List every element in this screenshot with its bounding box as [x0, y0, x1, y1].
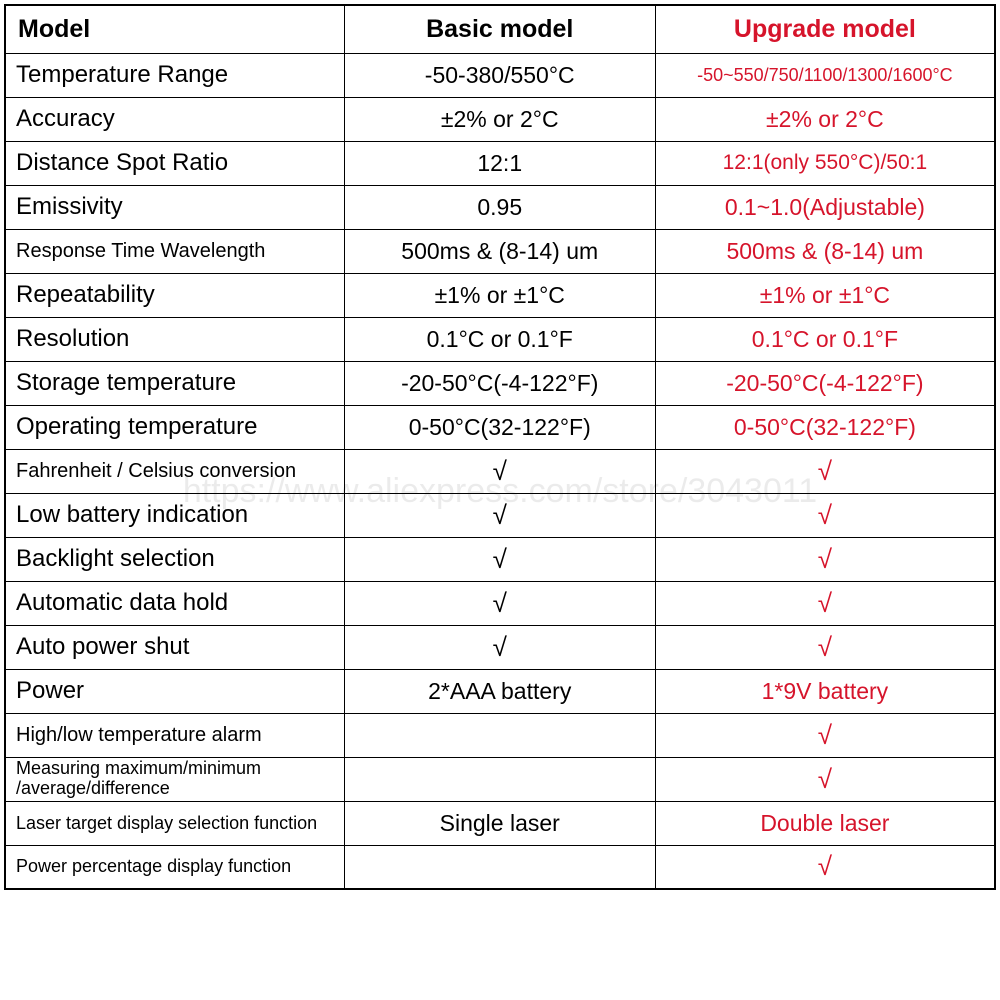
row-upgrade-value: -50~550/750/1100/1300/1600°C [655, 53, 995, 97]
row-label: Resolution [5, 317, 344, 361]
row-label: Temperature Range [5, 53, 344, 97]
table-row: Accuracy±2% or 2°C±2% or 2°C [5, 97, 995, 141]
row-basic-value: Single laser [344, 801, 655, 845]
table-row: High/low temperature alarm √ [5, 713, 995, 757]
table-row: Operating temperature0-50°C(32-122°F)0-5… [5, 405, 995, 449]
row-upgrade-value: √ [655, 845, 995, 889]
row-label: High/low temperature alarm [5, 713, 344, 757]
row-upgrade-value: 0-50°C(32-122°F) [655, 405, 995, 449]
row-basic-value: -50-380/550°C [344, 53, 655, 97]
row-upgrade-value: ±1% or ±1°C [655, 273, 995, 317]
row-label: Power percentage display function [5, 845, 344, 889]
row-upgrade-value: 1*9V battery [655, 669, 995, 713]
header-upgrade: Upgrade model [655, 5, 995, 53]
table-row: Automatic data hold√√ [5, 581, 995, 625]
row-basic-value [344, 713, 655, 757]
table-row: Repeatability±1% or ±1°C±1% or ±1°C [5, 273, 995, 317]
table-row: Distance Spot Ratio12:112:1(only 550°C)/… [5, 141, 995, 185]
row-basic-value: √ [344, 493, 655, 537]
row-label: Power [5, 669, 344, 713]
row-basic-value: ±2% or 2°C [344, 97, 655, 141]
row-label: Auto power shut [5, 625, 344, 669]
row-upgrade-value: -20-50°C(-4-122°F) [655, 361, 995, 405]
row-basic-value: √ [344, 625, 655, 669]
table-row: Backlight selection√√ [5, 537, 995, 581]
spec-table: Model Basic model Upgrade model Temperat… [4, 4, 996, 890]
row-basic-value: -20-50°C(-4-122°F) [344, 361, 655, 405]
table-row: Temperature Range-50-380/550°C-50~550/75… [5, 53, 995, 97]
row-upgrade-value: ±2% or 2°C [655, 97, 995, 141]
table-row: Auto power shut√√ [5, 625, 995, 669]
table-row: Low battery indication√√ [5, 493, 995, 537]
row-basic-value: 500ms & (8-14) um [344, 229, 655, 273]
row-label: Response Time Wavelength [5, 229, 344, 273]
row-label: Distance Spot Ratio [5, 141, 344, 185]
row-upgrade-value: 0.1~1.0(Adjustable) [655, 185, 995, 229]
header-basic: Basic model [344, 5, 655, 53]
row-label: Emissivity [5, 185, 344, 229]
row-upgrade-value: √ [655, 713, 995, 757]
row-upgrade-value: √ [655, 757, 995, 801]
row-basic-value: ±1% or ±1°C [344, 273, 655, 317]
row-basic-value [344, 757, 655, 801]
row-basic-value: 0-50°C(32-122°F) [344, 405, 655, 449]
table-row: Storage temperature-20-50°C(-4-122°F)-20… [5, 361, 995, 405]
row-upgrade-value: √ [655, 537, 995, 581]
row-upgrade-value: √ [655, 581, 995, 625]
row-label: Measuring maximum/minimum/average/differ… [5, 757, 344, 801]
row-label: Accuracy [5, 97, 344, 141]
row-upgrade-value: 12:1(only 550°C)/50:1 [655, 141, 995, 185]
row-label: Backlight selection [5, 537, 344, 581]
table-row: Emissivity0.950.1~1.0(Adjustable) [5, 185, 995, 229]
row-upgrade-value: √ [655, 625, 995, 669]
row-upgrade-value: 0.1°C or 0.1°F [655, 317, 995, 361]
row-basic-value: √ [344, 449, 655, 493]
row-basic-value: 0.95 [344, 185, 655, 229]
row-label: Operating temperature [5, 405, 344, 449]
header-label: Model [5, 5, 344, 53]
table-row: Laser target display selection functionS… [5, 801, 995, 845]
table-row: Power percentage display function √ [5, 845, 995, 889]
table-row: Measuring maximum/minimum/average/differ… [5, 757, 995, 801]
row-upgrade-value: √ [655, 493, 995, 537]
table-row: Resolution0.1°C or 0.1°F0.1°C or 0.1°F [5, 317, 995, 361]
row-label: Repeatability [5, 273, 344, 317]
row-label: Low battery indication [5, 493, 344, 537]
row-upgrade-value: 500ms & (8-14) um [655, 229, 995, 273]
table-row: Power2*AAA battery1*9V battery [5, 669, 995, 713]
table-row: Fahrenheit / Celsius conversion√√ [5, 449, 995, 493]
row-basic-value: 2*AAA battery [344, 669, 655, 713]
row-label: Fahrenheit / Celsius conversion [5, 449, 344, 493]
row-label: Laser target display selection function [5, 801, 344, 845]
row-label: Automatic data hold [5, 581, 344, 625]
row-basic-value: √ [344, 581, 655, 625]
row-upgrade-value: Double laser [655, 801, 995, 845]
row-basic-value [344, 845, 655, 889]
row-basic-value: 0.1°C or 0.1°F [344, 317, 655, 361]
row-upgrade-value: √ [655, 449, 995, 493]
row-label: Storage temperature [5, 361, 344, 405]
table-row: Response Time Wavelength500ms & (8-14) u… [5, 229, 995, 273]
header-row: Model Basic model Upgrade model [5, 5, 995, 53]
row-basic-value: 12:1 [344, 141, 655, 185]
row-basic-value: √ [344, 537, 655, 581]
